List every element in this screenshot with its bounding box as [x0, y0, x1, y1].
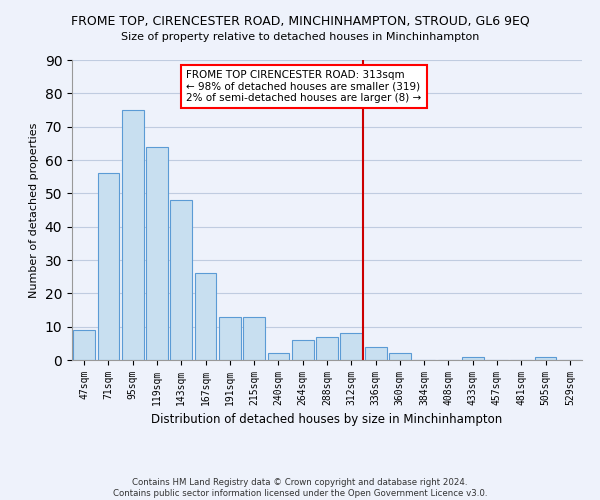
Bar — [292, 340, 314, 360]
Text: Contains HM Land Registry data © Crown copyright and database right 2024.
Contai: Contains HM Land Registry data © Crown c… — [113, 478, 487, 498]
Bar — [535, 356, 556, 360]
Bar — [97, 174, 119, 360]
Bar — [340, 334, 362, 360]
Text: FROME TOP CIRENCESTER ROAD: 313sqm
← 98% of detached houses are smaller (319)
2%: FROME TOP CIRENCESTER ROAD: 313sqm ← 98%… — [186, 70, 421, 103]
Bar — [268, 354, 289, 360]
Bar — [194, 274, 217, 360]
Bar — [146, 146, 168, 360]
Bar — [389, 354, 411, 360]
Bar — [316, 336, 338, 360]
Bar — [243, 316, 265, 360]
Bar — [365, 346, 386, 360]
Text: FROME TOP, CIRENCESTER ROAD, MINCHINHAMPTON, STROUD, GL6 9EQ: FROME TOP, CIRENCESTER ROAD, MINCHINHAMP… — [71, 15, 529, 28]
Bar — [73, 330, 95, 360]
Bar — [122, 110, 143, 360]
Y-axis label: Number of detached properties: Number of detached properties — [29, 122, 39, 298]
Bar — [170, 200, 192, 360]
Bar — [219, 316, 241, 360]
Text: Size of property relative to detached houses in Minchinhampton: Size of property relative to detached ho… — [121, 32, 479, 42]
Bar — [462, 356, 484, 360]
X-axis label: Distribution of detached houses by size in Minchinhampton: Distribution of detached houses by size … — [151, 414, 503, 426]
